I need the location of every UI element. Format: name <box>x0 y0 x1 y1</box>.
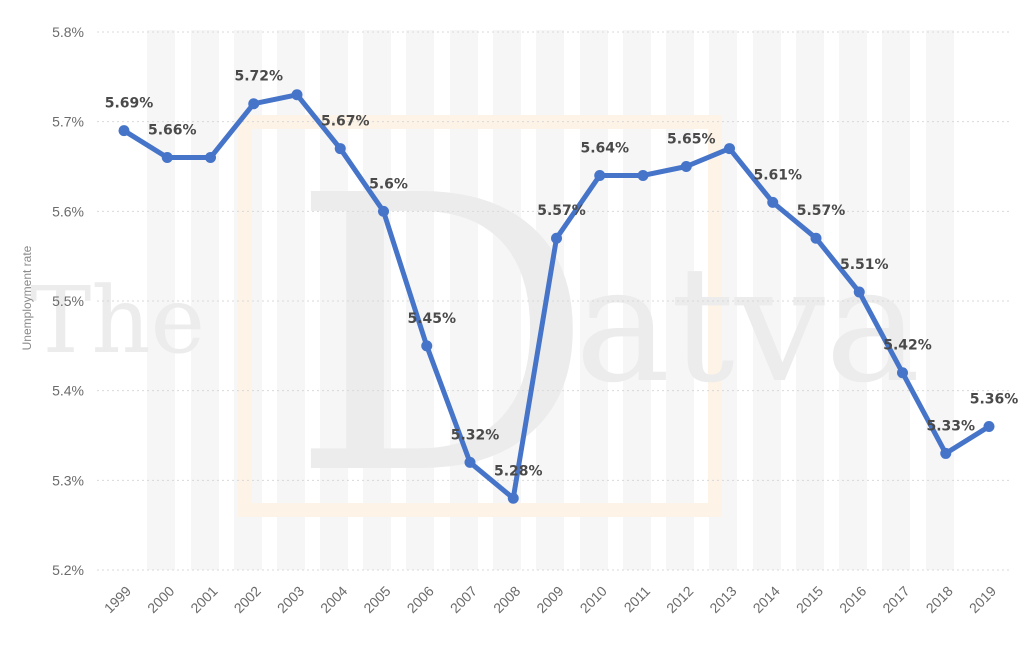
data-point <box>378 205 389 217</box>
data-point <box>507 492 519 504</box>
y-tick-label: 5.6% <box>52 203 84 219</box>
watermark-atva: atva <box>575 231 920 418</box>
x-tick-label: 2005 <box>360 583 393 616</box>
x-tick-label: 2000 <box>144 583 177 616</box>
x-tick-label: 2010 <box>577 583 610 616</box>
x-tick-label: 2003 <box>274 583 307 616</box>
data-labels: 5.69% 5.66% 5.72% 5.67% 5.6% 5.45% 5.32% 5.28% 5… <box>105 69 1019 480</box>
x-tick-label: 2002 <box>231 583 264 616</box>
y-axis-label: Unemployment rate <box>20 245 34 350</box>
data-label: 5.32% <box>451 427 500 443</box>
data-point <box>551 232 562 244</box>
data-label: 5.28% <box>494 463 543 479</box>
x-tick-label: 2008 <box>490 583 523 616</box>
data-point <box>724 143 735 155</box>
x-tick-label: 2009 <box>533 583 566 616</box>
x-tick-label: 2013 <box>706 583 739 616</box>
x-tick-label: 2004 <box>317 583 350 616</box>
data-label: 5.61% <box>753 167 802 183</box>
x-tick-label: 2012 <box>663 583 696 616</box>
data-point <box>637 169 649 181</box>
x-tick-label: 2017 <box>879 583 912 616</box>
data-point <box>291 89 303 101</box>
data-label: 5.57% <box>797 203 846 219</box>
data-label: 5.42% <box>883 338 932 354</box>
data-point <box>205 152 216 164</box>
grid <box>97 31 1010 571</box>
data-point <box>464 456 476 468</box>
data-point <box>118 125 130 137</box>
data-points <box>118 89 995 504</box>
watermark-letter-d: D <box>290 115 595 558</box>
x-tick-label: 2011 <box>621 583 654 616</box>
y-tick-label: 5.3% <box>52 472 84 488</box>
data-point <box>767 196 779 208</box>
data-label: 5.51% <box>840 257 889 273</box>
y-tick-label: 5.4% <box>52 383 84 399</box>
watermark: The D atva <box>30 30 954 570</box>
y-tick-label: 5.5% <box>52 293 84 309</box>
watermark-bar <box>926 30 954 570</box>
data-label: 5.33% <box>926 418 975 434</box>
y-axis-ticks: 5.2% 5.3% 5.4% 5.5% 5.6% 5.7% 5.8% <box>52 24 84 578</box>
x-tick-label: 1999 <box>101 583 134 616</box>
y-tick-label: 5.2% <box>52 562 84 578</box>
data-label: 5.65% <box>667 132 716 148</box>
data-point <box>248 98 260 110</box>
data-point <box>161 152 173 164</box>
x-tick-label: 2001 <box>187 583 220 616</box>
data-label: 5.72% <box>234 69 283 85</box>
data-label: 5.45% <box>407 311 456 327</box>
x-tick-label: 2016 <box>836 583 869 616</box>
x-axis-ticks: 1999 2000 2001 2002 2003 2004 2005 2006 2007 2008… <box>101 583 999 616</box>
data-point <box>594 169 606 181</box>
watermark-frame <box>238 115 722 517</box>
data-point <box>940 447 952 459</box>
data-label: 5.57% <box>537 203 586 219</box>
x-tick-label: 2019 <box>966 583 999 616</box>
data-point <box>983 421 995 433</box>
x-tick-label: 2015 <box>793 583 826 616</box>
data-label: 5.6% <box>369 176 408 192</box>
watermark-bar <box>796 30 824 570</box>
data-label: 5.36% <box>970 392 1019 408</box>
y-tick-label: 5.8% <box>52 24 84 40</box>
data-label: 5.66% <box>148 123 197 139</box>
x-tick-label: 2018 <box>923 583 956 616</box>
data-point <box>897 367 908 379</box>
watermark-bar <box>191 30 219 570</box>
data-point <box>334 143 346 155</box>
x-tick-label: 2014 <box>750 583 783 616</box>
data-point <box>810 232 822 244</box>
data-point <box>421 340 433 352</box>
data-point <box>853 286 865 298</box>
x-tick-label: 2006 <box>404 583 437 616</box>
watermark-bar <box>147 30 175 570</box>
data-label: 5.64% <box>580 140 629 156</box>
watermark-bar <box>882 30 910 570</box>
data-label: 5.69% <box>105 96 154 112</box>
y-tick-label: 5.7% <box>52 114 84 130</box>
watermark-the: The <box>30 267 205 374</box>
x-tick-label: 2007 <box>447 583 480 616</box>
data-label: 5.67% <box>321 114 370 130</box>
data-point <box>680 161 692 172</box>
